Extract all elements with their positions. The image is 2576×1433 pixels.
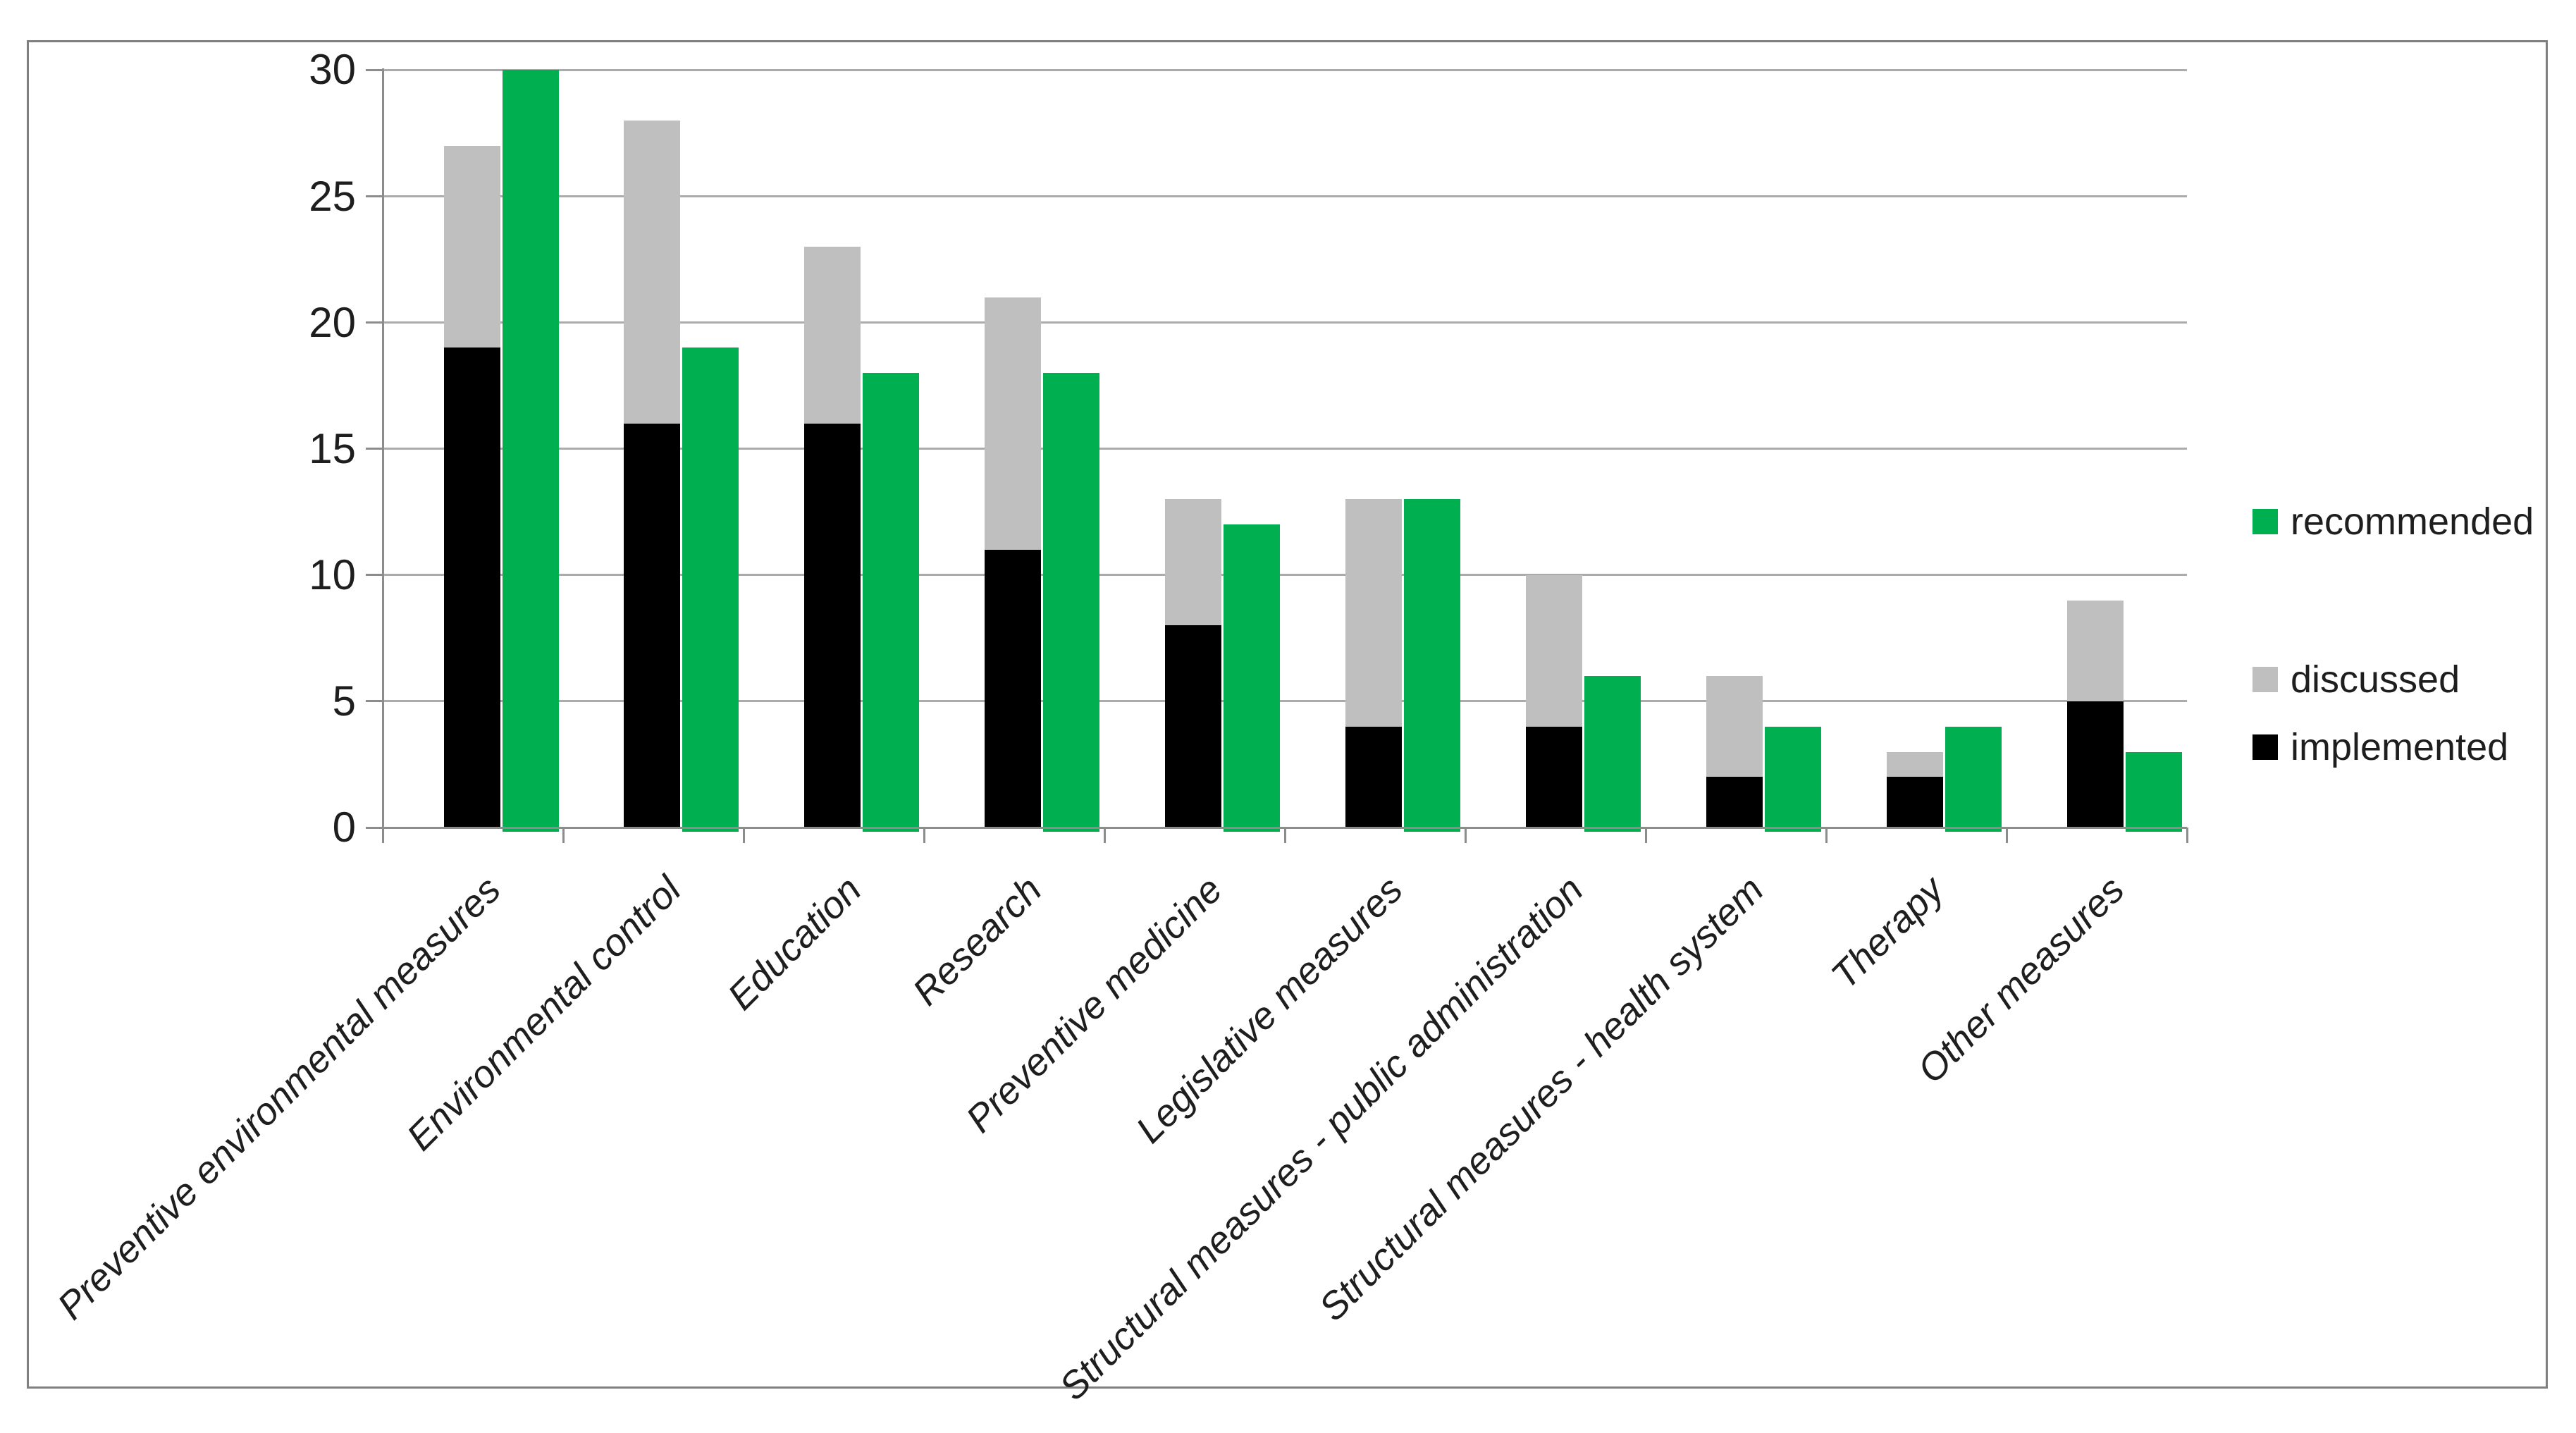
y-tick xyxy=(365,574,383,577)
x-tick xyxy=(2186,828,2188,843)
gridline-5 xyxy=(383,700,2187,703)
y-tick-label: 0 xyxy=(332,804,356,851)
bar-discussed xyxy=(1165,499,1222,626)
bar-recommended xyxy=(1945,726,2002,832)
bar-discussed xyxy=(624,121,681,424)
x-tick xyxy=(1644,828,1647,843)
y-tick-label: 30 xyxy=(309,46,356,94)
x-tick xyxy=(2005,828,2008,843)
bar-implemented xyxy=(1345,726,1403,828)
bar-discussed xyxy=(804,247,861,424)
bar-recommended xyxy=(1043,373,1100,832)
bar-implemented xyxy=(804,423,861,828)
bar-implemented xyxy=(1526,726,1583,828)
y-axis-line xyxy=(382,68,384,843)
x-tick xyxy=(562,828,565,843)
x-tick xyxy=(1825,828,1828,843)
bar-recommended xyxy=(1404,499,1461,832)
bar-implemented xyxy=(1706,777,1763,828)
y-tick xyxy=(365,700,383,703)
bar-discussed xyxy=(443,145,500,348)
y-tick-label: 25 xyxy=(309,172,356,220)
x-tick xyxy=(1464,828,1467,843)
y-tick-label: 5 xyxy=(332,677,356,725)
bar-implemented xyxy=(443,348,500,828)
bar-implemented xyxy=(1165,625,1222,828)
legend-label-discussed: discussed xyxy=(2291,658,2460,701)
bar-recommended xyxy=(1224,524,1281,832)
y-tick-label: 20 xyxy=(309,298,356,346)
y-tick xyxy=(365,448,383,450)
bar-implemented xyxy=(985,549,1042,828)
y-tick-label: 10 xyxy=(309,551,356,598)
bar-implemented xyxy=(624,423,681,828)
bar-recommended xyxy=(682,348,739,832)
legend-swatch-implemented xyxy=(2253,734,2278,760)
bar-discussed xyxy=(1526,574,1583,727)
bar-discussed xyxy=(1887,751,1944,777)
bar-recommended xyxy=(1765,726,1822,832)
legend-swatch-discussed xyxy=(2253,667,2278,692)
y-tick xyxy=(365,826,383,829)
y-tick xyxy=(365,68,383,71)
y-tick xyxy=(365,195,383,197)
gridline-20 xyxy=(383,321,2187,324)
legend-swatch-recommended xyxy=(2253,509,2278,534)
bar-recommended xyxy=(502,70,559,832)
y-tick xyxy=(365,321,383,324)
legend-label-recommended: recommended xyxy=(2291,500,2534,543)
bar-discussed xyxy=(1706,676,1763,777)
gridline-15 xyxy=(383,448,2187,450)
gridline-10 xyxy=(383,574,2187,577)
x-tick xyxy=(923,828,925,843)
gridline-25 xyxy=(383,195,2187,197)
bar-discussed xyxy=(2067,600,2124,701)
bar-implemented xyxy=(2067,701,2124,828)
bar-recommended xyxy=(2126,751,2183,832)
x-tick xyxy=(1103,828,1106,843)
bar-recommended xyxy=(1584,676,1641,832)
x-tick xyxy=(1283,828,1286,843)
bar-recommended xyxy=(863,373,920,832)
bar-discussed xyxy=(1345,499,1403,727)
legend-label-implemented: implemented xyxy=(2291,726,2509,768)
bar-discussed xyxy=(985,297,1042,550)
x-tick xyxy=(382,828,384,843)
bar-implemented xyxy=(1887,777,1944,828)
y-tick-label: 15 xyxy=(309,424,356,472)
x-tick xyxy=(742,828,745,843)
gridline-30 xyxy=(383,68,2187,71)
